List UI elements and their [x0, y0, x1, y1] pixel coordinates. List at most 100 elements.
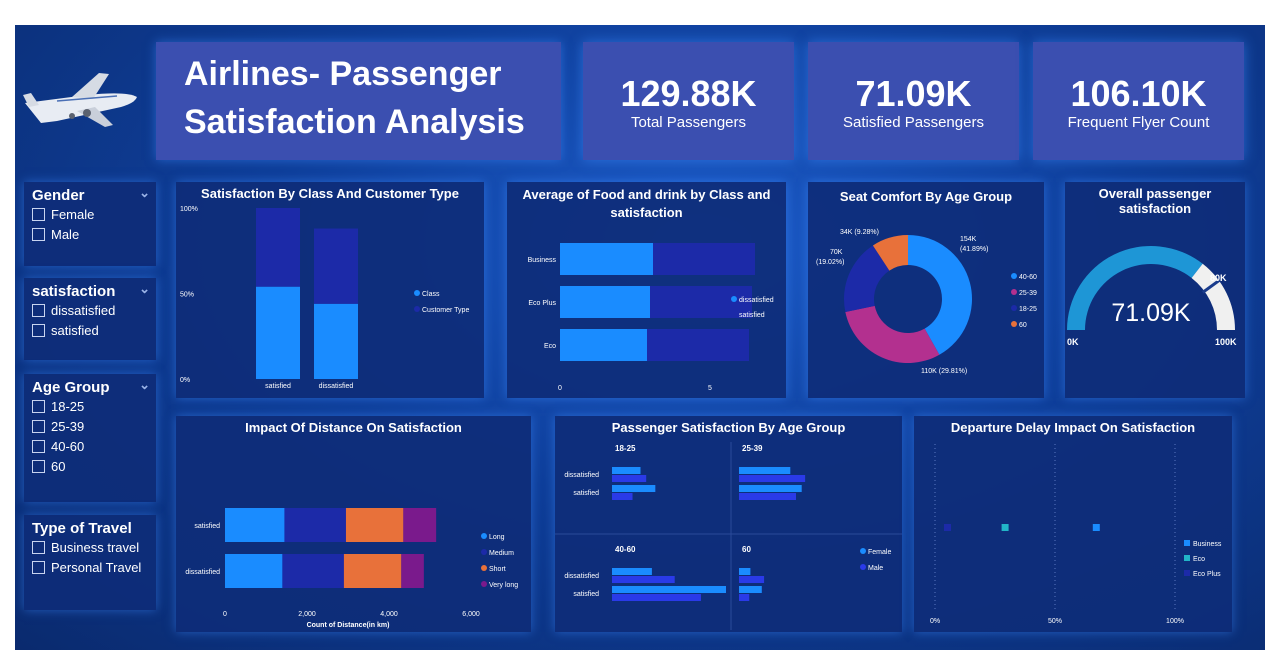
chevron-down-icon[interactable]: ⌄ — [139, 377, 150, 392]
chart-3-svg: 154K (41.89%) 110K (29.81%) 70K (19.02%) 34K … — [816, 229, 1037, 375]
dashboard-title-card: Airlines- Passenger Satisfaction Analysi… — [156, 42, 561, 160]
x-tick-label: dissatisfied — [319, 383, 354, 390]
gauge-value-arc — [1067, 246, 1203, 330]
chart-title: Satisfaction By Class And Customer Type — [201, 186, 459, 201]
chart-seat-comfort[interactable]: Seat Comfort By Age Group 154K (41.89%) 11… — [808, 182, 1044, 398]
checkbox[interactable] — [32, 420, 45, 433]
slicer-option-40-60[interactable]: 40-60 — [24, 436, 156, 456]
slicer-title: Age Group — [32, 379, 110, 396]
legend-marker — [860, 548, 866, 554]
y-tick-label: 50% — [180, 292, 194, 299]
panel-title: 60 — [742, 545, 751, 554]
chevron-down-icon[interactable]: ⌄ — [139, 185, 150, 200]
bar-eco-satisfied — [647, 329, 749, 361]
bar-male-satisfied — [739, 493, 796, 500]
point-eco-plus — [944, 524, 951, 531]
legend-marker — [731, 296, 737, 302]
slicer-option-female[interactable]: Female — [24, 204, 156, 224]
chevron-down-icon[interactable]: ⌄ — [139, 281, 150, 296]
option-label: 40-60 — [51, 439, 85, 454]
legend-marker — [414, 306, 420, 312]
slice-label: 34K (9.28%) — [840, 229, 879, 236]
legend-label: Male — [868, 565, 883, 572]
chart-class-customer[interactable]: Satisfaction By Class And Customer Type … — [176, 182, 484, 398]
bar-male-dissatisfied — [739, 475, 806, 482]
chart-overall-gauge[interactable]: Overall passenger satisfaction 71.09K 0K 1… — [1065, 182, 1245, 398]
bar-dissatisfied-very-long — [401, 554, 424, 588]
slice-label: (41.89%) — [960, 246, 988, 253]
option-label: Personal Travel — [51, 560, 142, 575]
bar-male-satisfied — [739, 594, 750, 601]
slicer-option-personal-travel[interactable]: Personal Travel — [24, 557, 156, 577]
legend-marker — [1011, 321, 1017, 327]
donut-slice-60 — [872, 235, 908, 271]
y-tick-label: satisfied — [194, 523, 220, 530]
slice-label: 70K — [830, 249, 843, 256]
checkbox[interactable] — [32, 541, 45, 554]
slicer-option-dissatisfied[interactable]: dissatisfied — [24, 300, 156, 320]
option-label: Female — [51, 207, 95, 222]
donut-slice-18-25 — [844, 245, 890, 313]
slicer-option-18-25[interactable]: 18-25 — [24, 396, 156, 416]
dashboard-title: Airlines- Passenger Satisfaction Analysi… — [156, 42, 561, 146]
legend-marker — [1184, 555, 1190, 561]
chart-distance-impact[interactable]: Impact Of Distance On Satisfaction satis… — [176, 416, 531, 632]
x-tick-label: 5 — [708, 385, 712, 392]
y-tick-label: satisfied — [573, 490, 599, 497]
legend-label: 25-39 — [1019, 290, 1037, 297]
bar-male-satisfied — [612, 493, 633, 500]
bar-dissatisfied-customer-type — [314, 228, 358, 304]
legend-label: Medium — [489, 550, 514, 557]
checkbox[interactable] — [32, 400, 45, 413]
y-tick-label: Business — [528, 257, 557, 264]
x-tick-label: 0 — [223, 611, 227, 618]
slicer-option-60[interactable]: 60 — [24, 456, 156, 476]
donut-slice-40-60 — [908, 235, 972, 355]
bar-satisfied-long — [225, 508, 285, 542]
slice-label: 110K (29.81%) — [921, 368, 967, 375]
chart-age-satisfaction[interactable]: Passenger Satisfaction By Age Group 18-2… — [555, 416, 902, 632]
bar-female-dissatisfied — [612, 467, 641, 474]
point-business — [1092, 524, 1100, 531]
chart-departure-delay[interactable]: Departure Delay Impact On Satisfaction 0… — [914, 416, 1232, 632]
checkbox[interactable] — [32, 440, 45, 453]
chart-4-svg: 71.09K 0K 100K 80K — [1067, 246, 1237, 347]
bar-male-dissatisfied — [612, 576, 675, 583]
slicer-title: Type of Travel — [32, 520, 132, 537]
x-tick-label: 6,000 — [462, 611, 480, 618]
bar-male-dissatisfied — [612, 475, 647, 482]
chart-title-line-2: satisfaction — [610, 205, 683, 220]
option-label: 60 — [51, 459, 66, 474]
dashboard: Airlines- Passenger Satisfaction Analysi… — [15, 25, 1265, 650]
slicer-option-business-travel[interactable]: Business travel — [24, 537, 156, 557]
chart-title: Departure Delay Impact On Satisfaction — [950, 420, 1196, 435]
title-line-1: Airlines- Passenger — [184, 55, 502, 93]
bar-dissatisfied-class — [314, 303, 358, 379]
panel-title: 40-60 — [615, 545, 636, 554]
legend-marker — [481, 533, 487, 539]
slicer-option-male[interactable]: Male — [24, 224, 156, 244]
option-label: Male — [51, 227, 80, 242]
checkbox[interactable] — [32, 460, 45, 473]
legend-label: Class — [422, 291, 440, 298]
gauge-max-label: 100K — [1215, 337, 1237, 347]
kpi-label: Total Passengers — [630, 114, 747, 131]
checkbox[interactable] — [32, 324, 45, 337]
slice-label: (19.02%) — [816, 259, 844, 266]
chart-7-svg: 0% 50% 100% Business Eco Eco Plus — [930, 444, 1222, 625]
bar-business-dissatisfied — [560, 243, 653, 275]
checkbox[interactable] — [32, 208, 45, 221]
slicer-option-25-39[interactable]: 25-39 — [24, 416, 156, 436]
chart-food-drink[interactable]: Average of Food and drink by Class and s… — [507, 182, 786, 398]
checkbox[interactable] — [32, 304, 45, 317]
option-label: 18-25 — [51, 399, 85, 414]
y-tick-label: dissatisfied — [185, 569, 220, 576]
bar-satisfied-very-long — [403, 508, 437, 542]
slicer-title: satisfaction — [32, 283, 116, 300]
checkbox[interactable] — [32, 228, 45, 241]
panel-title: 25-39 — [742, 444, 763, 453]
legend-marker — [481, 549, 487, 555]
slicer-option-satisfied[interactable]: satisfied — [24, 320, 156, 340]
x-tick-label: satisfied — [265, 383, 291, 390]
checkbox[interactable] — [32, 561, 45, 574]
